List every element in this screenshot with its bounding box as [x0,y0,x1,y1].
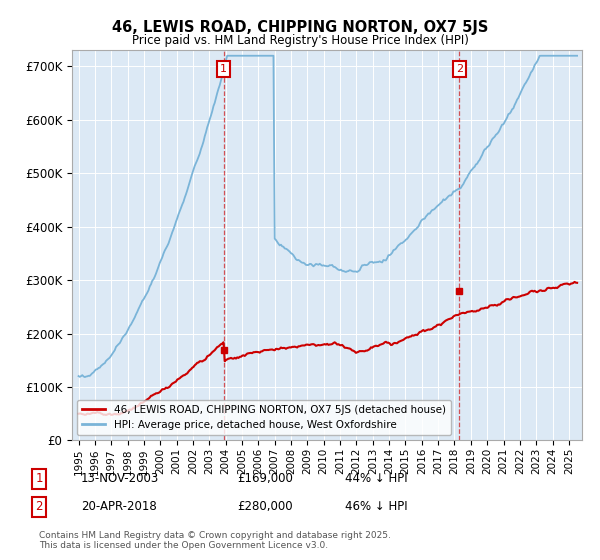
Text: 20-APR-2018: 20-APR-2018 [81,500,157,514]
Text: Contains HM Land Registry data © Crown copyright and database right 2025.
This d: Contains HM Land Registry data © Crown c… [39,531,391,550]
Text: 13-NOV-2003: 13-NOV-2003 [81,472,159,486]
Text: £169,000: £169,000 [237,472,293,486]
Text: £280,000: £280,000 [237,500,293,514]
Text: 46% ↓ HPI: 46% ↓ HPI [345,500,407,514]
Text: Price paid vs. HM Land Registry's House Price Index (HPI): Price paid vs. HM Land Registry's House … [131,34,469,46]
Legend: 46, LEWIS ROAD, CHIPPING NORTON, OX7 5JS (detached house), HPI: Average price, d: 46, LEWIS ROAD, CHIPPING NORTON, OX7 5JS… [77,400,451,435]
Text: 2: 2 [35,500,43,514]
Text: 46, LEWIS ROAD, CHIPPING NORTON, OX7 5JS: 46, LEWIS ROAD, CHIPPING NORTON, OX7 5JS [112,20,488,35]
Text: 1: 1 [220,64,227,74]
Text: 1: 1 [35,472,43,486]
Text: 2: 2 [455,64,463,74]
Text: 44% ↓ HPI: 44% ↓ HPI [345,472,407,486]
